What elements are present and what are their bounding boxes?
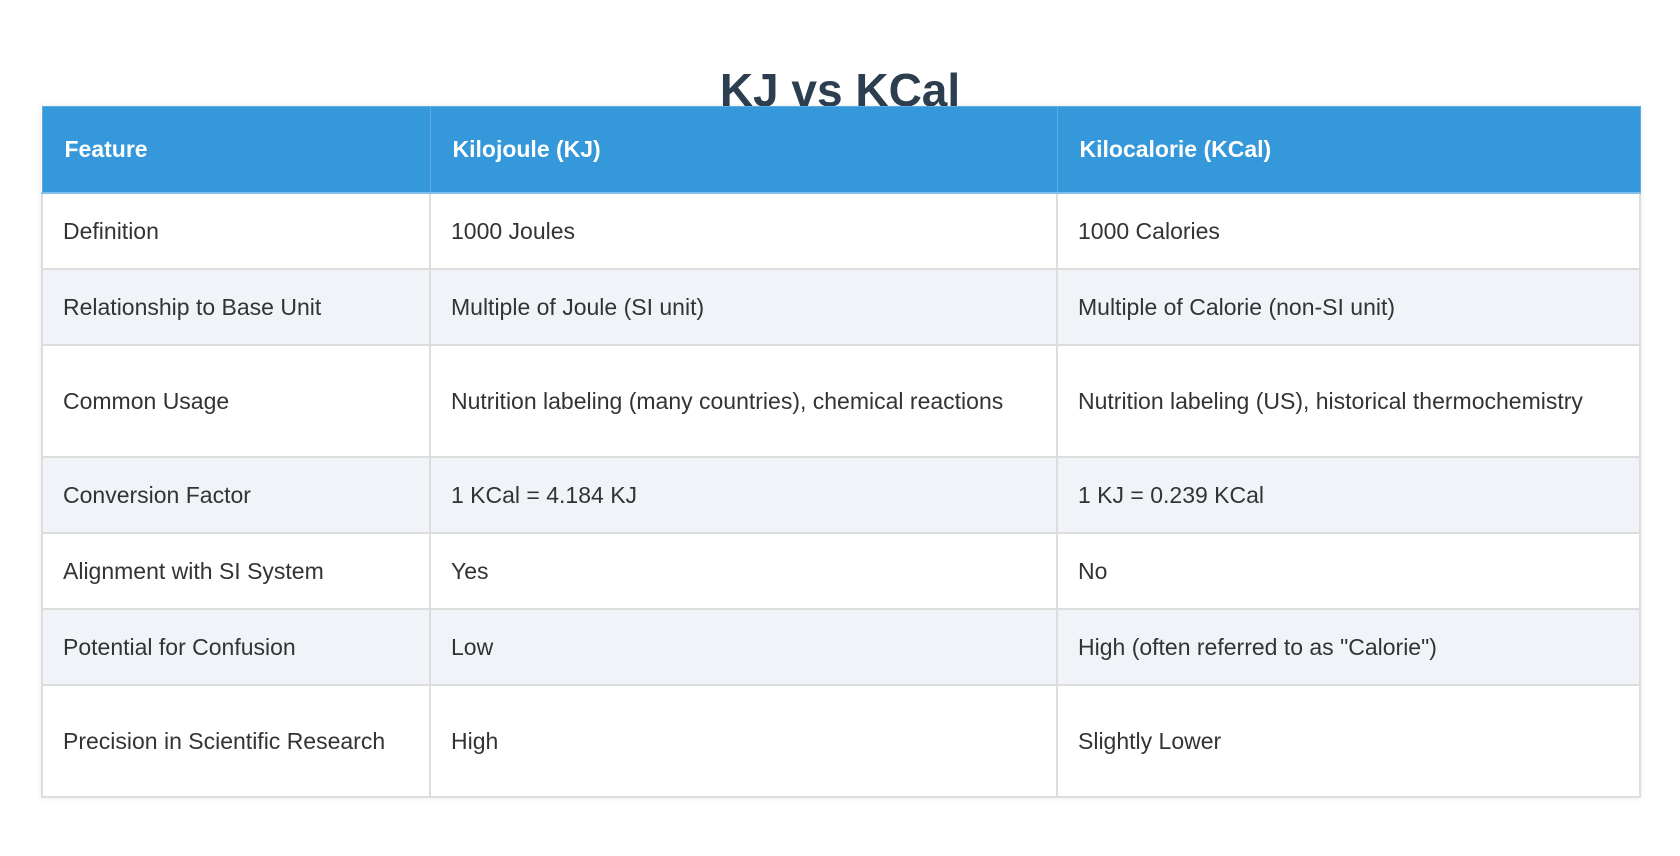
kcal-cell: Nutrition labeling (US), historical ther… xyxy=(1056,344,1641,458)
kcal-cell: No xyxy=(1056,532,1641,610)
header-kilojoule: Kilojoule (KJ) xyxy=(429,106,1058,194)
feature-cell: Common Usage xyxy=(41,344,431,458)
kj-cell: Yes xyxy=(429,532,1058,610)
kcal-cell: High (often referred to as "Calorie") xyxy=(1056,608,1641,686)
comparison-table: Feature Kilojoule (KJ) Kilocalorie (KCal… xyxy=(41,106,1641,798)
feature-cell: Precision in Scientific Research xyxy=(41,684,431,798)
table-header-row: Feature Kilojoule (KJ) Kilocalorie (KCal… xyxy=(41,106,1641,194)
table-row: Alignment with SI System Yes No xyxy=(41,532,1641,610)
table-row: Common Usage Nutrition labeling (many co… xyxy=(41,344,1641,458)
header-kilocalorie: Kilocalorie (KCal) xyxy=(1056,106,1641,194)
kj-cell: 1 KCal = 4.184 KJ xyxy=(429,456,1058,534)
table-row: Definition 1000 Joules 1000 Calories xyxy=(41,192,1641,270)
feature-cell: Conversion Factor xyxy=(41,456,431,534)
table-row: Relationship to Base Unit Multiple of Jo… xyxy=(41,268,1641,346)
feature-cell: Relationship to Base Unit xyxy=(41,268,431,346)
table-row: Potential for Confusion Low High (often … xyxy=(41,608,1641,686)
kj-cell: Low xyxy=(429,608,1058,686)
kj-cell: High xyxy=(429,684,1058,798)
feature-cell: Potential for Confusion xyxy=(41,608,431,686)
kj-cell: Nutrition labeling (many countries), che… xyxy=(429,344,1058,458)
kj-cell: Multiple of Joule (SI unit) xyxy=(429,268,1058,346)
feature-cell: Definition xyxy=(41,192,431,270)
kcal-cell: Slightly Lower xyxy=(1056,684,1641,798)
header-feature: Feature xyxy=(41,106,431,194)
kj-cell: 1000 Joules xyxy=(429,192,1058,270)
feature-cell: Alignment with SI System xyxy=(41,532,431,610)
kcal-cell: Multiple of Calorie (non-SI unit) xyxy=(1056,268,1641,346)
kcal-cell: 1000 Calories xyxy=(1056,192,1641,270)
kcal-cell: 1 KJ = 0.239 KCal xyxy=(1056,456,1641,534)
table-row: Precision in Scientific Research High Sl… xyxy=(41,684,1641,798)
table-row: Conversion Factor 1 KCal = 4.184 KJ 1 KJ… xyxy=(41,456,1641,534)
